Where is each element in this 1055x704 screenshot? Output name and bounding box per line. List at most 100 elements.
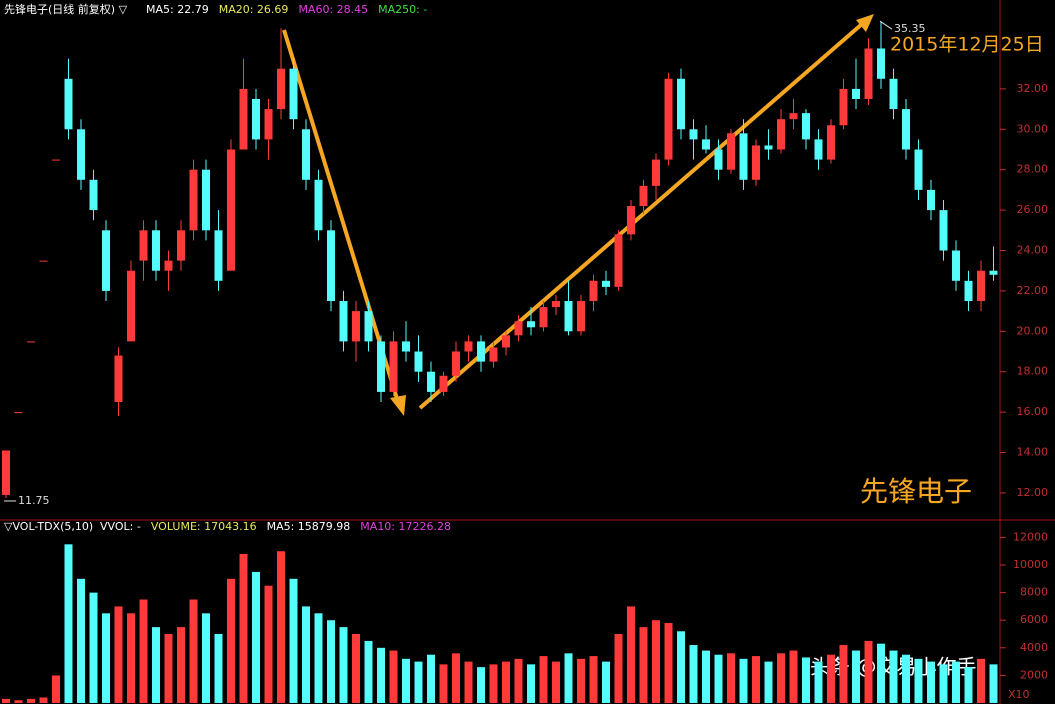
volume-bar (252, 571, 260, 703)
y-tick-label: 30.00 (1017, 122, 1049, 135)
volume-bar (689, 645, 698, 703)
volume-bar (939, 664, 948, 703)
date-annotation: 2015年12月25日 (890, 34, 1044, 56)
volume-bar (339, 627, 348, 703)
indicator-label: MA20: 26.69 (219, 3, 289, 16)
y-tick-label: 28.00 (1017, 163, 1049, 176)
candle-body (314, 179, 323, 231)
y-tick-label: 10000 (1013, 558, 1048, 571)
candle-body (452, 351, 460, 376)
volume-bar (539, 656, 548, 703)
candle-body (977, 270, 985, 302)
y-tick-label: 4000 (1020, 641, 1048, 654)
volume-bar (102, 613, 110, 703)
candle-body (364, 311, 373, 342)
max-pointer (879, 20, 893, 30)
volume-bar (152, 627, 160, 703)
candle-body (727, 133, 735, 170)
candle-body (852, 88, 860, 99)
volume-bar (839, 645, 848, 703)
indicator-label: VVOL: - (100, 520, 141, 533)
volume-bar (114, 606, 123, 703)
candle-body (764, 145, 773, 150)
candle-body (239, 88, 248, 150)
volume-bar (977, 658, 985, 703)
volume-bar (402, 658, 410, 703)
candle-body (914, 149, 923, 190)
candle-body (89, 179, 98, 211)
candle-body (277, 68, 285, 110)
volume-bar (502, 661, 510, 703)
volume-bar (852, 650, 860, 703)
candle-body (827, 125, 835, 160)
volume-bar (714, 654, 723, 703)
candle-body (477, 341, 485, 362)
volume-bar (177, 627, 185, 703)
volume-bar (914, 658, 923, 703)
y-tick-label: 24.00 (1017, 244, 1049, 257)
volume-bar (739, 658, 748, 703)
volume-bar (577, 658, 585, 703)
candle-body (564, 301, 573, 332)
candle-body (64, 78, 73, 130)
candle-body (302, 129, 310, 180)
trend-arrows (282, 14, 874, 416)
volume-bar (127, 613, 135, 703)
candle-body (114, 355, 123, 403)
max-label: 35.35 (894, 22, 926, 35)
volume-bar (489, 664, 498, 703)
indicator-label: MA5: 22.79 (146, 3, 209, 16)
volume-bar (239, 553, 248, 703)
volume-title: ▽VOL-TDX(5,10) (4, 520, 93, 533)
y-tick-label: 8000 (1020, 586, 1048, 599)
volume-bar (277, 551, 285, 703)
volume-bar (589, 656, 598, 703)
y-tick-label: 2000 (1020, 668, 1048, 681)
candle-body (602, 280, 610, 287)
candle-body (952, 250, 960, 281)
candle-body (989, 270, 998, 275)
volume-bar (414, 661, 423, 703)
y-tick-label: 14.00 (1017, 446, 1049, 459)
candle-body (414, 351, 423, 372)
candle-body (139, 230, 148, 261)
volume-bar (89, 592, 98, 703)
volume-bar (302, 606, 310, 703)
volume-bar (752, 656, 760, 703)
candle-body (227, 149, 235, 271)
volume-bar (39, 697, 48, 703)
candle-body (39, 260, 48, 262)
volume-bar (464, 661, 473, 703)
candle-body (589, 280, 598, 302)
volume-bar (289, 578, 298, 703)
volume-bar (77, 578, 85, 703)
y-tick-label: 16.00 (1017, 405, 1049, 418)
candle-body (189, 169, 198, 231)
volume-bar (864, 640, 873, 703)
volume-bar (877, 643, 885, 703)
candle-body (752, 145, 760, 180)
volume-bar (352, 634, 360, 703)
volume-bar (814, 661, 823, 703)
candle-body (927, 189, 935, 211)
candle-body (527, 321, 535, 328)
volume-bar (614, 634, 623, 703)
volume-bar (314, 613, 323, 703)
candle-body (864, 48, 873, 99)
volume-bar (427, 654, 435, 703)
volume-bar (377, 647, 385, 703)
volume-bar (827, 654, 835, 703)
candle-body (677, 78, 685, 130)
candle-body (52, 159, 60, 161)
volume-bar (952, 661, 960, 703)
volume-bar (789, 650, 798, 703)
volume-bar (264, 585, 273, 703)
volume-bar (527, 664, 535, 703)
volume-bar (602, 661, 610, 703)
candle-body (539, 307, 548, 328)
volume-bar (14, 700, 23, 703)
candle-body (902, 109, 910, 150)
indicator-label: VOLUME: 17043.16 (151, 520, 257, 533)
min-label: 11.75 (18, 494, 50, 507)
